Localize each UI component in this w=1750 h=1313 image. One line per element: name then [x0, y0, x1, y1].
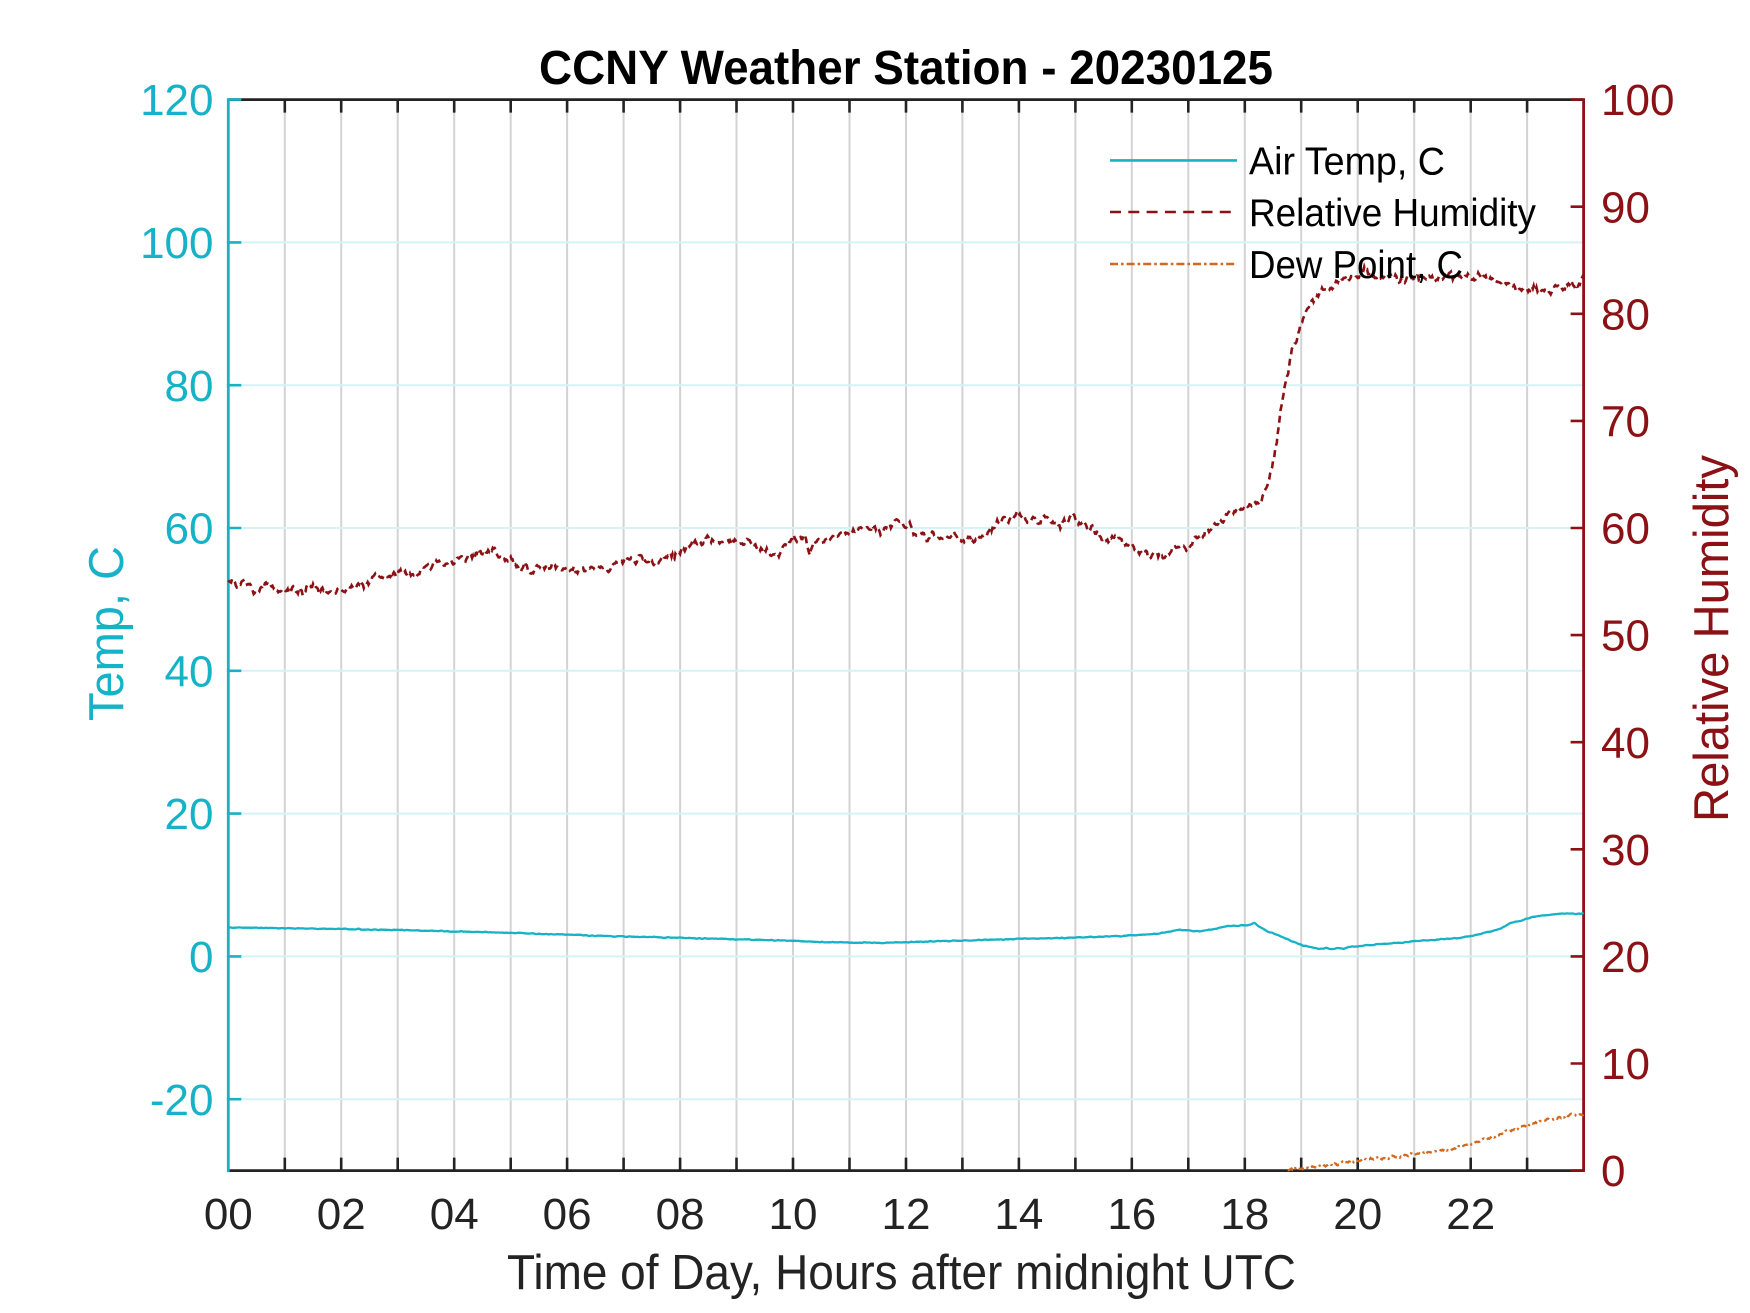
svg-text:70: 70 — [1601, 398, 1650, 447]
svg-text:120: 120 — [140, 76, 213, 125]
svg-text:14: 14 — [994, 1190, 1043, 1239]
svg-text:00: 00 — [204, 1190, 253, 1239]
svg-text:Air Temp, C: Air Temp, C — [1249, 140, 1445, 183]
svg-text:04: 04 — [430, 1190, 479, 1239]
svg-text:100: 100 — [140, 219, 213, 268]
svg-text:08: 08 — [656, 1190, 705, 1239]
svg-text:16: 16 — [1107, 1190, 1156, 1239]
svg-text:50: 50 — [1601, 612, 1650, 661]
svg-text:60: 60 — [165, 505, 214, 554]
svg-text:20: 20 — [1333, 1190, 1382, 1239]
svg-text:10: 10 — [769, 1190, 818, 1239]
svg-text:Dew Point, C: Dew Point, C — [1249, 244, 1463, 287]
svg-text:Time of Day, Hours after midni: Time of Day, Hours after midnight UTC — [507, 1246, 1296, 1300]
svg-text:Relative Humidity: Relative Humidity — [1249, 192, 1537, 235]
svg-text:CCNY Weather Station - 2023012: CCNY Weather Station - 20230125 — [539, 41, 1273, 95]
svg-text:06: 06 — [543, 1190, 592, 1239]
svg-text:10: 10 — [1601, 1040, 1650, 1089]
svg-text:-20: -20 — [150, 1076, 214, 1125]
svg-text:Temp, C: Temp, C — [80, 546, 134, 721]
svg-text:80: 80 — [1601, 290, 1650, 339]
svg-text:18: 18 — [1220, 1190, 1269, 1239]
svg-text:80: 80 — [165, 362, 214, 411]
svg-text:60: 60 — [1601, 505, 1650, 554]
svg-text:40: 40 — [1601, 719, 1650, 768]
svg-text:20: 20 — [165, 790, 214, 839]
svg-text:20: 20 — [1601, 933, 1650, 982]
svg-text:12: 12 — [882, 1190, 931, 1239]
svg-text:22: 22 — [1446, 1190, 1495, 1239]
svg-text:0: 0 — [189, 933, 213, 982]
svg-text:100: 100 — [1601, 76, 1674, 125]
svg-text:0: 0 — [1601, 1147, 1625, 1196]
svg-text:40: 40 — [165, 647, 214, 696]
svg-text:Relative Humidity: Relative Humidity — [1685, 455, 1739, 822]
svg-text:02: 02 — [317, 1190, 366, 1239]
svg-text:30: 30 — [1601, 826, 1650, 875]
svg-text:90: 90 — [1601, 183, 1650, 232]
